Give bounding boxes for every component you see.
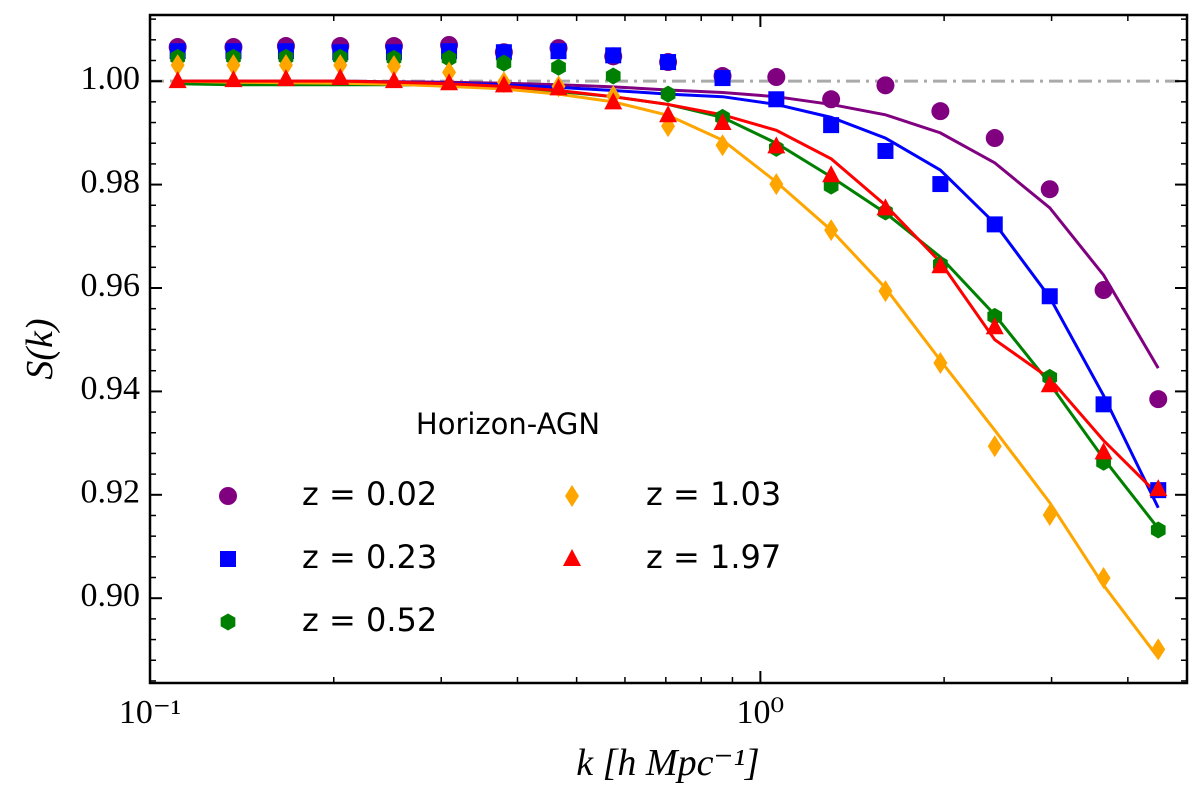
marker [441, 49, 457, 67]
marker [987, 307, 1003, 325]
marker [985, 129, 1004, 148]
legend-label: z = 0.52 [302, 601, 437, 639]
marker [768, 91, 785, 108]
marker [822, 90, 841, 109]
marker [1094, 281, 1113, 300]
marker [278, 54, 293, 77]
marker [987, 435, 1002, 458]
marker [659, 105, 678, 123]
marker [604, 92, 623, 110]
marker [226, 54, 241, 77]
marker [878, 280, 893, 303]
y-axis-label: S(k) [19, 318, 61, 379]
marker [494, 75, 513, 93]
marker [1151, 638, 1166, 661]
marker [1040, 180, 1059, 199]
marker [767, 136, 786, 154]
legend-title: Horizon-AGN [416, 407, 600, 441]
y-tick-label: 0.92 [81, 474, 141, 511]
y-tick-label: 0.90 [81, 577, 141, 614]
marker [1096, 567, 1111, 590]
legend-marker [220, 551, 236, 567]
legend-marker [563, 549, 581, 566]
marker [660, 54, 677, 71]
marker [1149, 390, 1168, 409]
marker [551, 58, 566, 76]
marker [1094, 442, 1113, 460]
marker [440, 73, 459, 91]
marker [767, 68, 786, 87]
marker [931, 256, 950, 274]
marker [550, 43, 567, 60]
marker [1149, 479, 1168, 497]
marker [1042, 503, 1057, 526]
marker [331, 68, 350, 86]
plot-frame [148, 13, 1189, 685]
x-tick-label: 10⁻¹ [119, 694, 181, 731]
marker [605, 47, 622, 64]
marker [170, 54, 185, 77]
marker [1040, 375, 1059, 393]
model-line [177, 79, 1160, 496]
marker [986, 216, 1003, 233]
marker [713, 113, 732, 131]
y-tick-label: 0.96 [81, 267, 141, 304]
marker [1150, 521, 1166, 539]
marker [386, 55, 401, 78]
marker [823, 117, 840, 134]
model-line [177, 82, 1160, 530]
marker [931, 102, 950, 121]
marker [877, 142, 894, 159]
marker [496, 54, 512, 72]
marker [1095, 396, 1112, 413]
legend-label: z = 1.97 [646, 538, 781, 576]
legend-marker [219, 487, 237, 505]
marker [985, 317, 1004, 335]
y-tick-label: 0.98 [81, 163, 141, 200]
x-tick-label: 10⁰ [737, 694, 785, 731]
model-line [177, 79, 1160, 509]
marker [876, 198, 895, 216]
legend-label: z = 0.02 [302, 475, 437, 513]
marker [1041, 288, 1058, 305]
marker [933, 351, 948, 374]
marker [224, 70, 243, 88]
x-axis-label: k [h Mpc⁻¹] [576, 742, 759, 784]
marker [824, 219, 839, 242]
marker [549, 78, 568, 96]
y-tick-label: 0.94 [81, 370, 141, 407]
marker [715, 134, 730, 157]
marker [605, 67, 621, 85]
marker [333, 54, 348, 77]
marker [495, 44, 512, 61]
y-tick-label: 1.00 [81, 60, 141, 97]
marker [384, 71, 403, 89]
legend-label: z = 0.23 [302, 538, 437, 576]
marker [660, 85, 676, 103]
marker [168, 71, 187, 89]
marker [769, 173, 784, 196]
marker [876, 76, 895, 95]
legend-marker [220, 613, 236, 631]
marker [442, 61, 457, 84]
legend-label: z = 1.03 [646, 475, 781, 513]
marker [276, 69, 295, 87]
marker [714, 70, 731, 87]
legend-marker [565, 485, 579, 507]
marker [932, 176, 949, 193]
marker [822, 165, 841, 183]
